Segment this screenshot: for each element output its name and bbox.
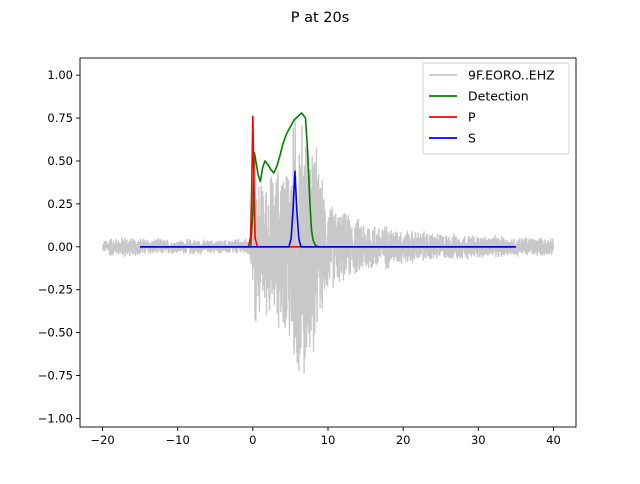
plot-area: −20 −10 0 10 20 30 40 1.00 0.75 0.50 0.25 0.00 −0.25… bbox=[38, 57, 577, 447]
legend-label: Detection bbox=[468, 89, 529, 104]
legend-label: P bbox=[468, 110, 476, 125]
legend: 9F.EORO..EHZ Detection PS bbox=[422, 62, 570, 155]
legend-label: S bbox=[468, 131, 476, 146]
y-tick-label: 0.00 bbox=[47, 240, 73, 254]
series-group bbox=[101, 112, 555, 374]
y-tick-label: 0.75 bbox=[47, 111, 73, 125]
chart-title: P at 20s bbox=[291, 10, 350, 26]
series-line-waveform bbox=[101, 119, 555, 374]
series-line-p bbox=[140, 115, 516, 248]
x-tick-label: 0 bbox=[249, 433, 256, 447]
legend-box bbox=[422, 62, 570, 155]
x-tick-label: 20 bbox=[396, 433, 411, 447]
y-tick-label: −1.00 bbox=[38, 411, 73, 425]
series-line-s bbox=[140, 170, 516, 248]
legend-label: 9F.EORO..EHZ bbox=[468, 68, 555, 83]
x-tick-label: 10 bbox=[321, 433, 336, 447]
y-tick-label: 0.25 bbox=[47, 197, 73, 211]
y-tick-label: −0.25 bbox=[38, 283, 73, 297]
x-tick-label: −20 bbox=[90, 433, 114, 447]
x-tick-label: 30 bbox=[471, 433, 486, 447]
series-line-detection bbox=[140, 112, 516, 248]
x-tick-label: 40 bbox=[546, 433, 561, 447]
x-tick-label: −10 bbox=[166, 433, 190, 447]
y-tick-label: 0.50 bbox=[47, 154, 73, 168]
y-tick-label: −0.50 bbox=[38, 326, 73, 340]
y-tick-label: 1.00 bbox=[47, 68, 73, 82]
y-tick-label: −0.75 bbox=[38, 369, 73, 383]
